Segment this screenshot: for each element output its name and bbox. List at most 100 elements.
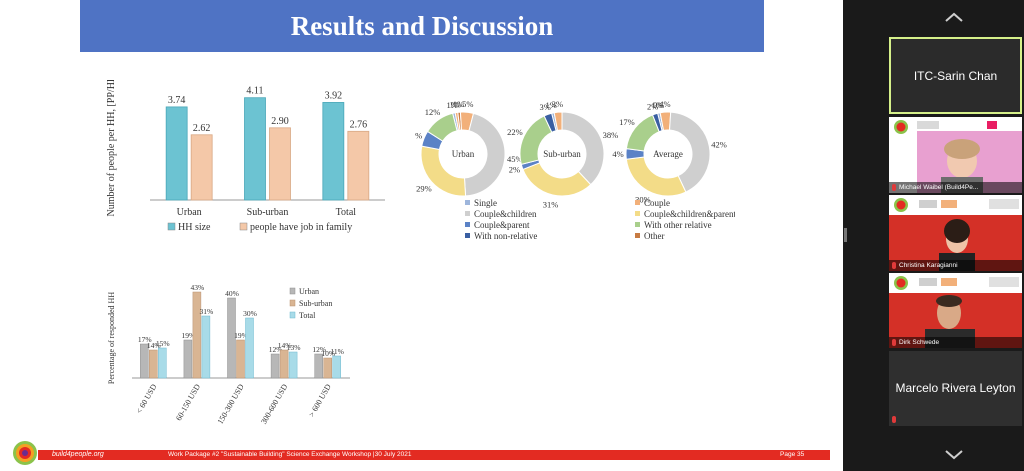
- legend-swatch: [289, 287, 296, 295]
- category-label: Sub-urban: [247, 207, 289, 218]
- legend-label: Total: [299, 311, 316, 320]
- slice-label: 12%: [425, 107, 441, 117]
- slice-label: 4%: [612, 149, 623, 159]
- slice-label: 1%: [545, 100, 556, 110]
- muted-mic-icon: [892, 262, 896, 269]
- participant-tile-active[interactable]: ITC-Sarin Chan: [889, 37, 1022, 114]
- slice-label: 3%: [552, 99, 563, 109]
- slice-label: 38%: [603, 130, 619, 140]
- participant-tile[interactable]: Marcelo Rivera Leyton: [889, 351, 1022, 426]
- bar-urban: [270, 353, 280, 379]
- bar-total: [288, 351, 298, 379]
- participant-tile-video[interactable]: Dirk Schwede: [889, 273, 1022, 348]
- slice-label: 6%: [415, 131, 422, 141]
- slice-label: 1%: [453, 99, 464, 109]
- slice-label: 30%: [635, 195, 651, 205]
- legend-swatch: [167, 222, 176, 231]
- scroll-down-chevron-icon[interactable]: [943, 448, 965, 462]
- bar-total: [201, 315, 211, 379]
- legend-swatch: [465, 222, 470, 227]
- muted-mic-icon: [892, 416, 896, 423]
- category-label: Total: [336, 207, 357, 218]
- y-axis-label: Number of people per HH, [PP/HH]: [106, 80, 117, 216]
- panel-resize-handle[interactable]: [844, 228, 847, 242]
- income-distribution-bar-chart: Percentage of responded HH 17%14%15%< 60 …: [107, 283, 350, 425]
- legend-swatch: [465, 211, 470, 216]
- participant-name: Marcelo Rivera Leyton: [895, 381, 1016, 395]
- legend-label: Sub-urban: [299, 299, 332, 308]
- slice-label: 1%: [446, 100, 457, 110]
- bar-job: [190, 134, 213, 201]
- participant-tile-video[interactable]: Michael Waibel (Build4Pe...: [889, 117, 1022, 193]
- household-size-bar-chart: Number of people per HH, [PP/HH] 3.74 2.62…: [106, 80, 385, 233]
- muted-mic-icon: [892, 339, 896, 346]
- data-label: 2.62: [193, 123, 211, 134]
- donut-center-label: Sub-urban: [543, 149, 581, 159]
- data-label: 2.90: [271, 116, 289, 127]
- bar-total: [332, 355, 341, 379]
- category-label: 60-150 USD: [174, 382, 202, 422]
- slice-label: 29%: [416, 183, 432, 193]
- scroll-up-chevron-icon[interactable]: [943, 10, 965, 24]
- donut-slice: [651, 112, 663, 133]
- data-label: 13%: [287, 343, 301, 352]
- bar-sub-urban: [279, 349, 289, 379]
- donut-hole: [645, 131, 691, 177]
- legend-swatch: [635, 200, 640, 205]
- participant-name: ITC-Sarin Chan: [913, 69, 998, 83]
- legend-label: Couple&children: [474, 209, 537, 219]
- legend-label: Couple&parent: [474, 220, 530, 230]
- legend-swatch: [465, 233, 470, 238]
- legend-swatch: [289, 299, 296, 307]
- slide-footer: build4people.org Work Package #2 "Sustai…: [10, 440, 830, 466]
- bar-total: [245, 317, 254, 379]
- legend-swatch: [635, 233, 640, 238]
- logo-icon: [13, 441, 37, 465]
- legend-label: Couple: [644, 198, 670, 208]
- category-label: Urban: [177, 207, 202, 218]
- slice-label: 1%: [450, 100, 461, 110]
- participant-caption: Michael Waibel (Build4Pe...: [889, 182, 1022, 193]
- legend-swatch: [635, 222, 640, 227]
- data-label: 3.92: [325, 90, 343, 101]
- participant-caption: Christina Karagianni: [889, 260, 1022, 271]
- data-label: 10%: [321, 349, 335, 358]
- bar-hh-size: [165, 106, 188, 201]
- legend-swatch: [289, 311, 296, 319]
- participant-tile-video[interactable]: Christina Karagianni: [889, 195, 1022, 271]
- legend-label: With non-relative: [474, 231, 537, 241]
- bar-urban: [183, 339, 193, 379]
- category-label: > 600 USD: [307, 382, 333, 418]
- data-label: 30%: [243, 309, 257, 318]
- participant-caption: Dirk Schwede: [889, 337, 1022, 348]
- data-label: 3.74: [168, 95, 186, 106]
- data-label: 11%: [330, 347, 343, 356]
- donut-center-label: Average: [653, 149, 683, 159]
- slice-label: 1%: [651, 100, 662, 110]
- bar-sub-urban: [149, 349, 158, 379]
- muted-mic-icon: [892, 184, 896, 191]
- y-axis-label: Percentage of responded HH: [107, 292, 116, 384]
- donut-slice: [543, 112, 557, 133]
- bar-urban: [227, 297, 236, 379]
- footer-bar: [38, 450, 830, 460]
- bar-urban: [140, 343, 149, 379]
- slice-label: 45%: [507, 154, 523, 164]
- data-label: 12%: [269, 345, 283, 354]
- bar-sub-urban: [192, 291, 202, 379]
- data-label: 15%: [156, 339, 170, 348]
- slice-label: 22%: [507, 127, 523, 137]
- bar-hh-size: [322, 102, 345, 201]
- legend-label: HH size: [178, 222, 211, 233]
- slide-title: Results and Discussion: [80, 0, 764, 52]
- shared-slide: Results and Discussion Number of people …: [0, 0, 843, 471]
- bar-hh-size: [244, 97, 266, 201]
- data-label: 2.76: [350, 119, 368, 130]
- donut-slice: [463, 112, 506, 197]
- legend-swatch: [465, 200, 470, 205]
- donut-slice: [426, 112, 458, 142]
- legend-label: Couple&children&parent: [644, 209, 735, 219]
- data-label: 17%: [138, 335, 152, 344]
- data-label: 19%: [182, 331, 196, 340]
- data-label: 4.11: [246, 86, 263, 97]
